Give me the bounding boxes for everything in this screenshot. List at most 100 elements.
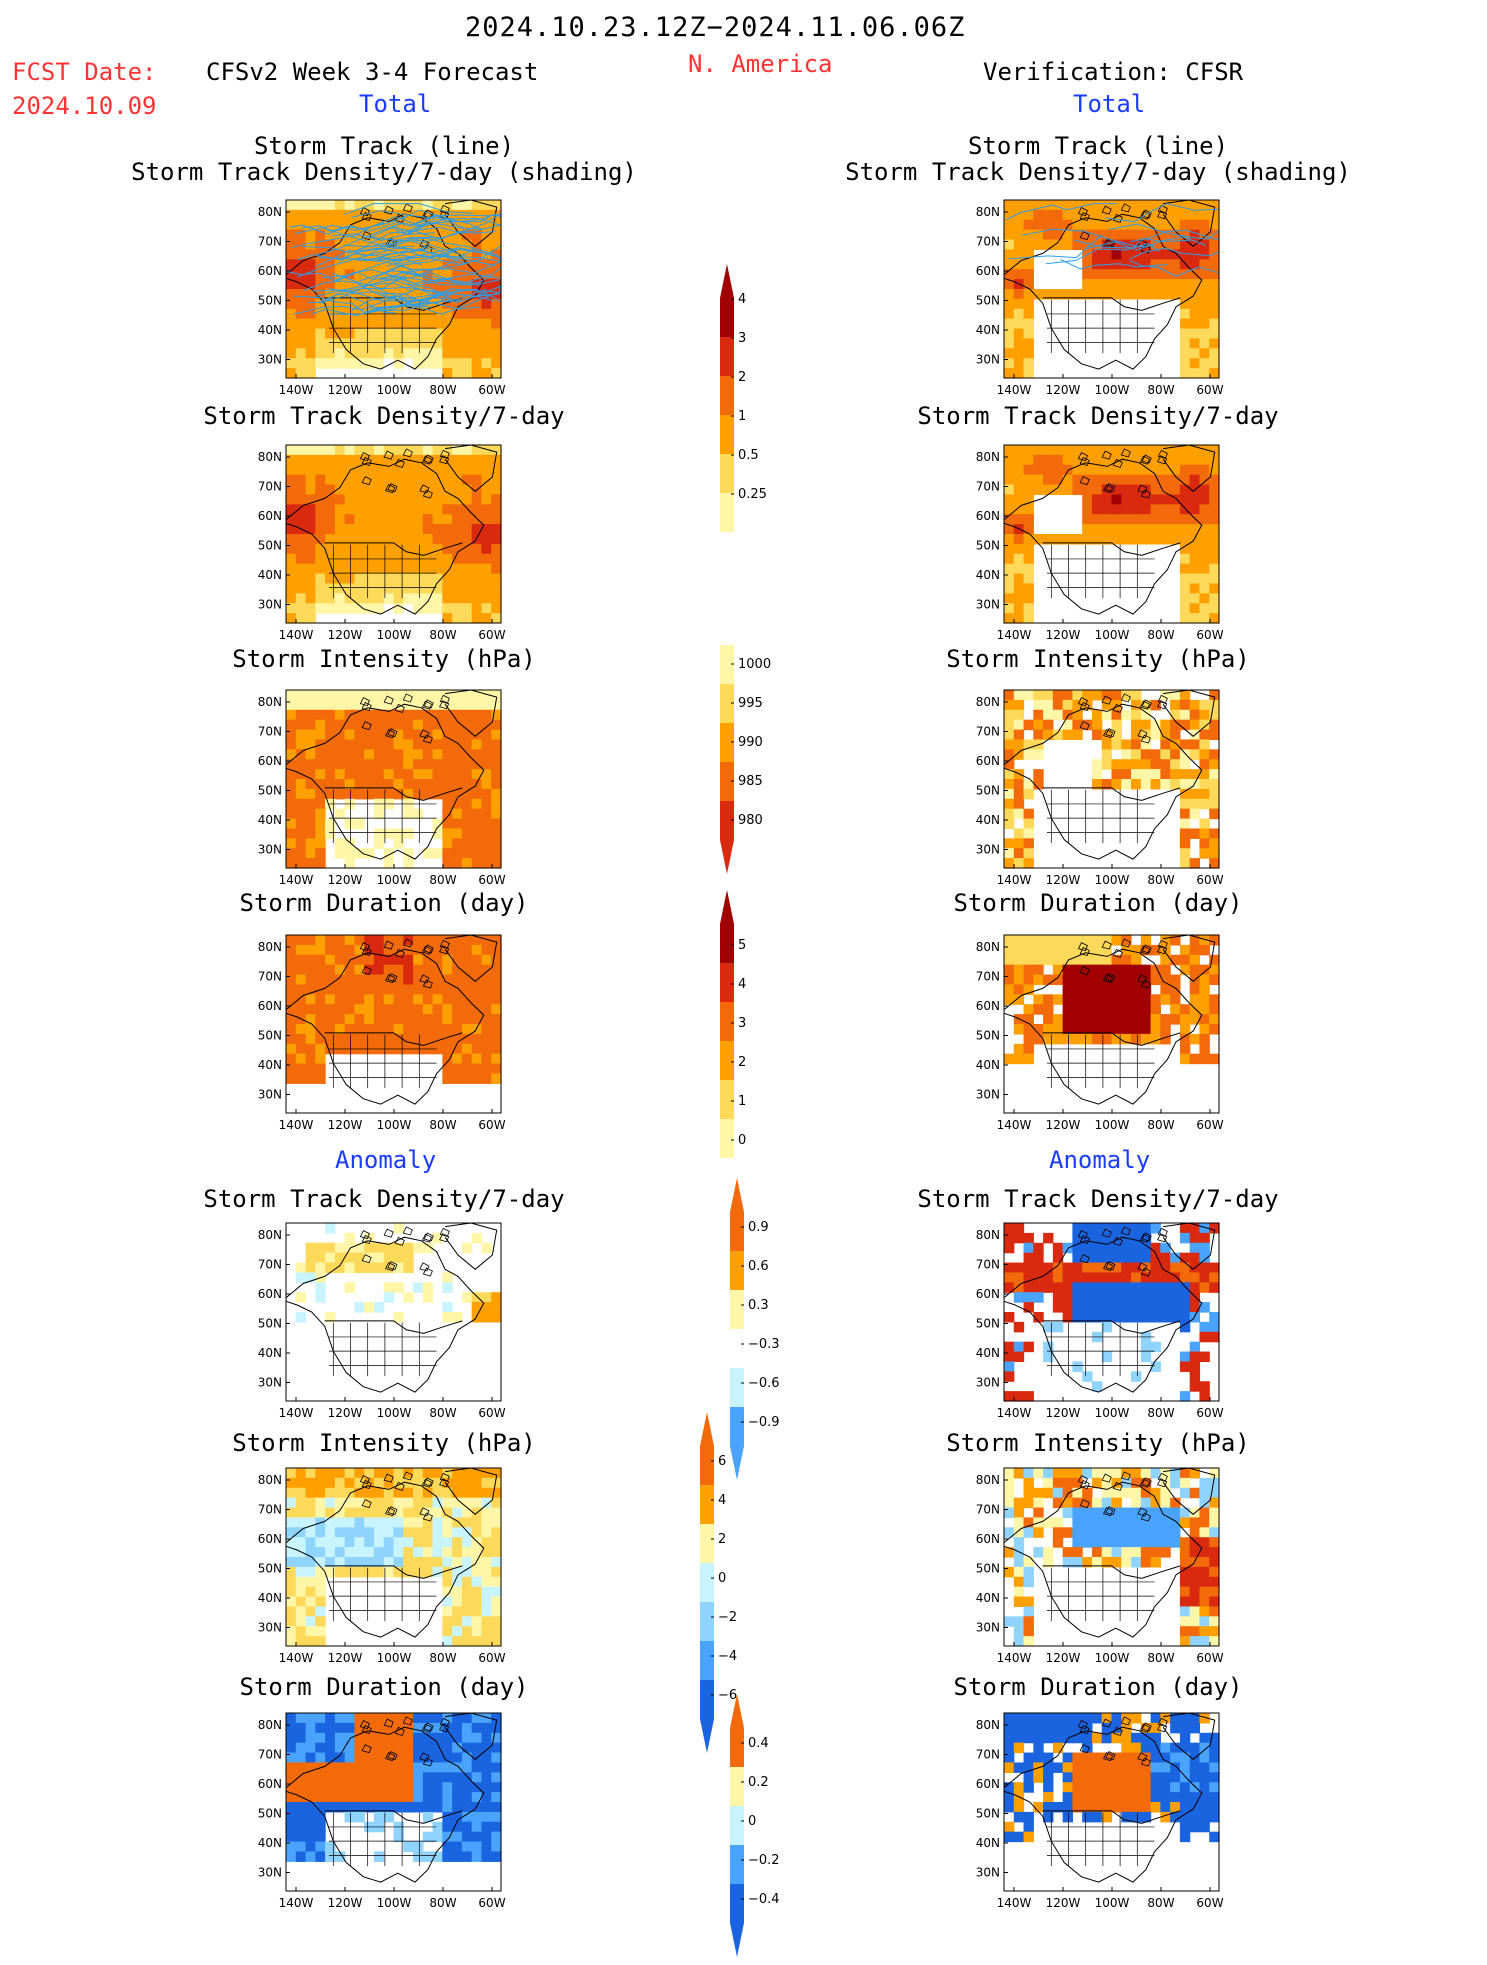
heat-cell	[1052, 1282, 1064, 1293]
heat-cell	[432, 308, 443, 320]
heat-cell	[422, 690, 434, 701]
heat-cell	[334, 1477, 346, 1489]
heat-cell	[461, 543, 473, 555]
heat-cell	[481, 583, 492, 594]
heat-cell	[344, 593, 356, 604]
heat-cell	[286, 1073, 297, 1084]
heat-cell	[1121, 1772, 1132, 1783]
heat-cell	[491, 1312, 502, 1323]
heat-cell	[481, 1841, 492, 1853]
heat-cell	[295, 1762, 307, 1773]
heat-cell	[344, 1282, 356, 1293]
heat-cell	[354, 1566, 365, 1578]
heat-cell	[1121, 229, 1132, 241]
heat-cell	[1013, 209, 1025, 221]
heat-cell	[1023, 1831, 1034, 1843]
heat-cell	[1013, 494, 1025, 505]
heat-cell	[1101, 1782, 1113, 1793]
heat-cell	[1179, 454, 1191, 466]
island-outline	[383, 1228, 394, 1238]
heat-cell	[422, 504, 434, 515]
heat-cell	[1179, 1321, 1191, 1333]
heat-cell	[1209, 729, 1220, 741]
heat-cell	[295, 944, 307, 956]
lat-tick-label: 70N	[258, 970, 282, 984]
heat-cell	[1160, 759, 1171, 770]
heat-cell	[1023, 318, 1034, 330]
heat-cell	[373, 729, 385, 741]
heat-cell	[1170, 1312, 1181, 1323]
heat-cell	[1170, 1762, 1181, 1773]
heat-cell	[1150, 779, 1161, 790]
heat-cell	[1023, 269, 1034, 280]
title-r5: Storm Track Density/7-day	[917, 1185, 1279, 1213]
heat-cell	[471, 935, 483, 946]
lon-tick-label: 100W	[1095, 628, 1130, 642]
title-l4: Storm Duration (day)	[239, 889, 529, 917]
heat-cell	[364, 1487, 375, 1499]
heat-cell	[1140, 1232, 1152, 1244]
heat-cell	[286, 1811, 297, 1823]
heat-cell	[1170, 1282, 1181, 1293]
heat-cell	[432, 1468, 443, 1479]
heat-cell	[1150, 964, 1161, 976]
heat-cell	[1131, 690, 1142, 701]
heat-cell	[1111, 219, 1122, 231]
heat-cell	[1023, 209, 1034, 221]
heat-cell	[491, 944, 502, 956]
heat-cell	[393, 445, 404, 456]
island-outline	[1137, 974, 1148, 984]
heat-cell	[1091, 200, 1103, 211]
heat-cell	[344, 1033, 356, 1045]
heat-cell	[481, 1073, 492, 1084]
heat-cell	[286, 699, 297, 711]
heat-cell	[1179, 249, 1191, 260]
heat-cell	[325, 1713, 336, 1724]
heat-cell	[1013, 1292, 1025, 1303]
heat-cell	[1209, 1616, 1220, 1627]
heat-cell	[1170, 709, 1181, 721]
heat-cell	[1082, 1004, 1093, 1015]
heat-cell	[344, 858, 356, 869]
heat-cell	[461, 1537, 473, 1548]
heat-cell	[1189, 788, 1201, 800]
heat-cell	[1160, 1477, 1171, 1489]
heat-cell	[1199, 759, 1210, 770]
heat-cell	[461, 729, 473, 741]
heat-cell	[471, 759, 483, 770]
heat-cell	[452, 1722, 463, 1734]
colorbar-label: −2	[718, 1610, 737, 1625]
heat-cell	[1004, 464, 1015, 476]
heat-cell	[413, 719, 424, 731]
lat-tick-label: 40N	[976, 1836, 1000, 1850]
lat-tick-label: 40N	[258, 1058, 282, 1072]
heat-cell	[1082, 1811, 1093, 1823]
heat-cell	[1091, 769, 1103, 780]
island-outline	[1079, 1744, 1090, 1754]
heat-cell	[1131, 1232, 1142, 1244]
heat-cell	[1170, 1292, 1181, 1303]
heat-cell	[383, 229, 395, 241]
island-outline	[383, 695, 394, 705]
heat-cell	[461, 308, 473, 320]
heat-cell	[315, 543, 326, 555]
heat-cell	[1160, 229, 1171, 241]
heat-cell	[364, 974, 375, 986]
heat-cell	[1004, 504, 1015, 515]
heat-cell	[491, 808, 502, 820]
heat-cell	[1179, 328, 1191, 340]
heat-cell	[481, 1752, 492, 1764]
heat-cell	[452, 1596, 463, 1608]
island-outline	[1077, 942, 1088, 952]
heat-cell	[481, 1487, 492, 1499]
heat-cell	[286, 1802, 297, 1813]
heat-cell	[1199, 318, 1210, 330]
heat-cell	[481, 759, 492, 770]
heat-cell	[1150, 1262, 1161, 1274]
heat-cell	[481, 484, 492, 496]
heat-cell	[393, 583, 404, 594]
heat-cell	[1052, 209, 1064, 221]
heat-cell	[305, 1811, 316, 1823]
heat-cell	[383, 1517, 395, 1528]
heat-cell	[452, 603, 463, 614]
